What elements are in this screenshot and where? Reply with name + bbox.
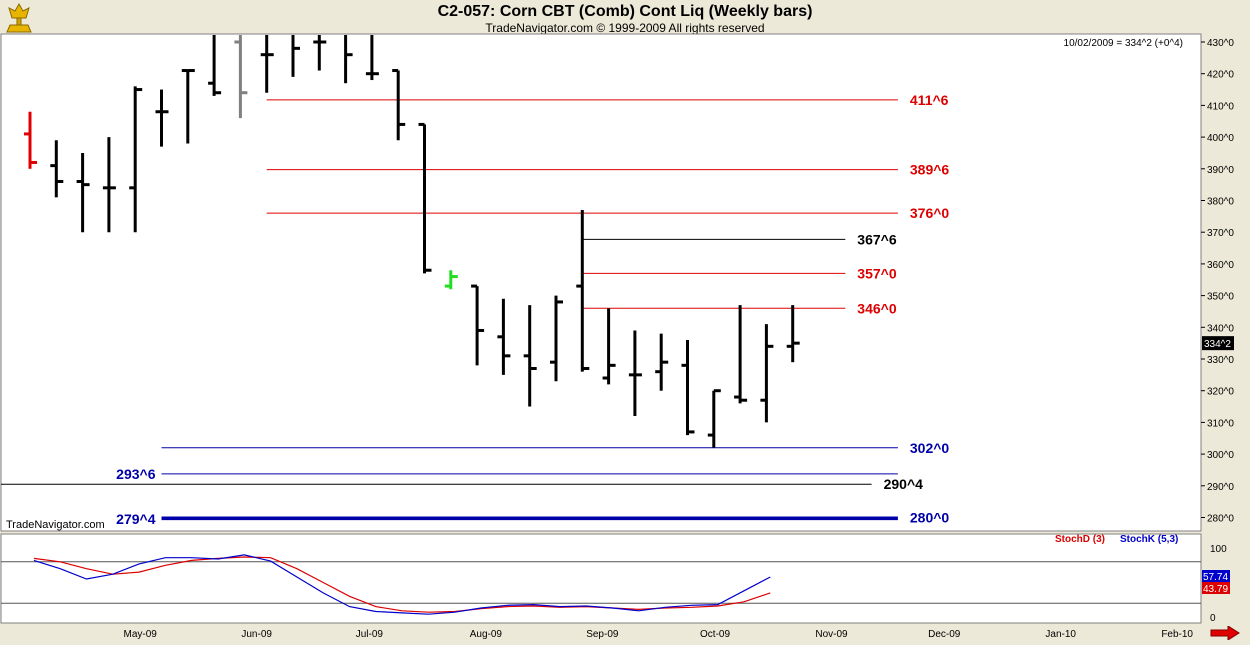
level-label: 279^4	[116, 511, 156, 527]
x-axis-label: Sep-09	[586, 629, 619, 640]
level-label: 389^6	[910, 162, 950, 178]
chart-copyright: TradeNavigator.com © 1999-2009 All right…	[485, 21, 765, 35]
scroll-right-arrow-icon[interactable]	[1210, 625, 1240, 641]
current-price-marker	[1202, 336, 1234, 351]
chart-title: C2-057: Corn CBT (Comb) Cont Liq (Weekly…	[437, 3, 813, 20]
stochd-line	[33, 556, 771, 613]
x-axis-label: Feb-10	[1161, 629, 1193, 640]
y-tick-label: 430^0	[1207, 38, 1234, 49]
level-label: 290^4	[884, 476, 924, 492]
watermark-text: TradeNavigator.com	[6, 519, 105, 531]
y-tick-label: 360^0	[1207, 260, 1234, 271]
stochk-value-marker	[1202, 570, 1230, 582]
y-tick-label: 310^0	[1207, 418, 1234, 429]
stochd-value-label: 43.79	[1203, 584, 1228, 595]
level-label: 411^6	[910, 92, 949, 108]
price-plot-area: 411^6 389^6 376^0 367^6 357^0 346^0 302^0 293^6…	[1, 35, 950, 527]
x-axis-label: Jul-09	[356, 629, 384, 640]
stochastic-panel	[0, 533, 1202, 624]
stochk-value-label: 57.74	[1203, 572, 1228, 583]
x-axis-label: Nov-09	[815, 629, 848, 640]
y-tick-label: 350^0	[1207, 292, 1234, 303]
y-tick-label: 410^0	[1207, 101, 1234, 112]
y-tick-label: 320^0	[1207, 387, 1234, 398]
stochd-value-marker	[1202, 582, 1230, 594]
level-label: 280^0	[910, 510, 950, 526]
level-label: 346^0	[857, 300, 897, 316]
price-panel	[0, 33, 1202, 532]
y-tick-label: 370^0	[1207, 228, 1234, 239]
y-tick-label: 300^0	[1207, 450, 1234, 461]
level-label: 367^6	[857, 231, 897, 247]
level-label: 302^0	[910, 440, 950, 456]
y-tick-label: 280^0	[1207, 514, 1234, 525]
y-tick-label: 290^0	[1207, 482, 1234, 493]
trophy-logo-icon	[4, 2, 34, 34]
level-label: 376^0	[910, 205, 950, 221]
y-tick-label: 330^0	[1207, 355, 1234, 366]
legend-stochk: StochK (5,3)	[1120, 534, 1178, 545]
x-axis-label: Aug-09	[470, 629, 503, 640]
x-axis-label: Dec-09	[928, 629, 961, 640]
level-label: 357^0	[857, 265, 897, 281]
current-price-label: 334^2	[1204, 339, 1231, 350]
stochk-line	[33, 554, 771, 615]
legend-stochd: StochD (3)	[1055, 534, 1105, 545]
x-axis-label: Oct-09	[700, 629, 730, 640]
stoch-y-label: 100	[1210, 544, 1227, 555]
y-tick-label: 420^0	[1207, 70, 1234, 81]
level-label: 293^6	[116, 466, 156, 482]
chart-header: C2-057: Corn CBT (Comb) Cont Liq (Weekly…	[0, 0, 1250, 35]
y-tick-label: 400^0	[1207, 133, 1234, 144]
x-axis-label: Jan-10	[1045, 629, 1076, 640]
last-quote-text: 10/02/2009 = 334^2 (+0^4)	[1064, 38, 1183, 49]
y-tick-label: 390^0	[1207, 165, 1234, 176]
y-tick-label: 340^0	[1207, 323, 1234, 334]
y-tick-label: 380^0	[1207, 197, 1234, 208]
stoch-y-label: 0	[1210, 613, 1216, 624]
x-axis-label: May-09	[124, 629, 158, 640]
x-axis-label: Jun-09	[241, 629, 272, 640]
